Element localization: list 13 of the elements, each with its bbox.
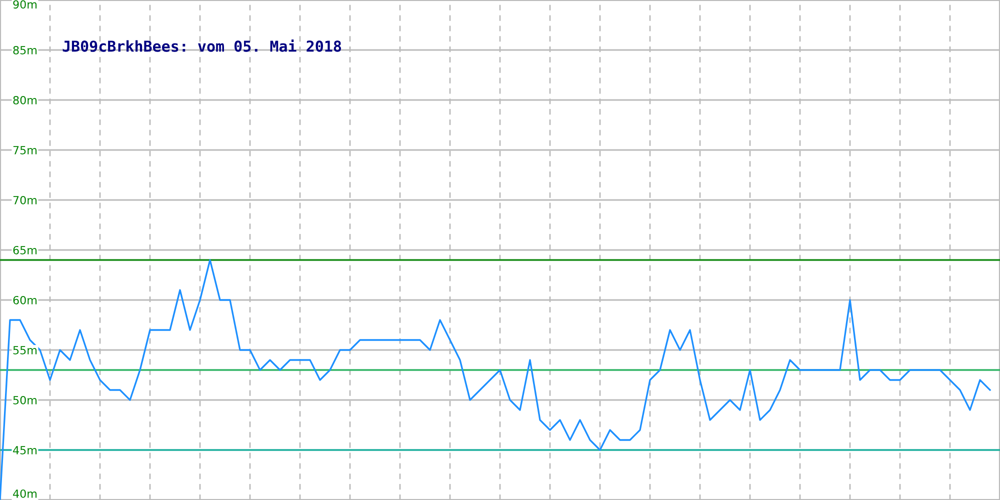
y-tick-label: 45m — [13, 446, 37, 454]
y-tick-label: 85m — [13, 46, 37, 54]
y-tick-label: 55m — [13, 346, 37, 354]
y-tick-label: 60m — [13, 296, 37, 304]
y-tick-label: 50m — [13, 396, 37, 404]
text: JB09cBrkhBees: vom 05. Mai 2018 — [62, 39, 342, 52]
y-tick-label: 75m — [13, 146, 37, 154]
y-tick-label: 65m — [13, 246, 37, 254]
line-series — [0, 259, 991, 500]
y-tick-label: 80m — [13, 96, 37, 104]
y-tick-label: 90m — [13, 0, 37, 9]
y-tick-label: 70m — [13, 196, 37, 204]
y-tick-label: 40m — [13, 489, 37, 498]
